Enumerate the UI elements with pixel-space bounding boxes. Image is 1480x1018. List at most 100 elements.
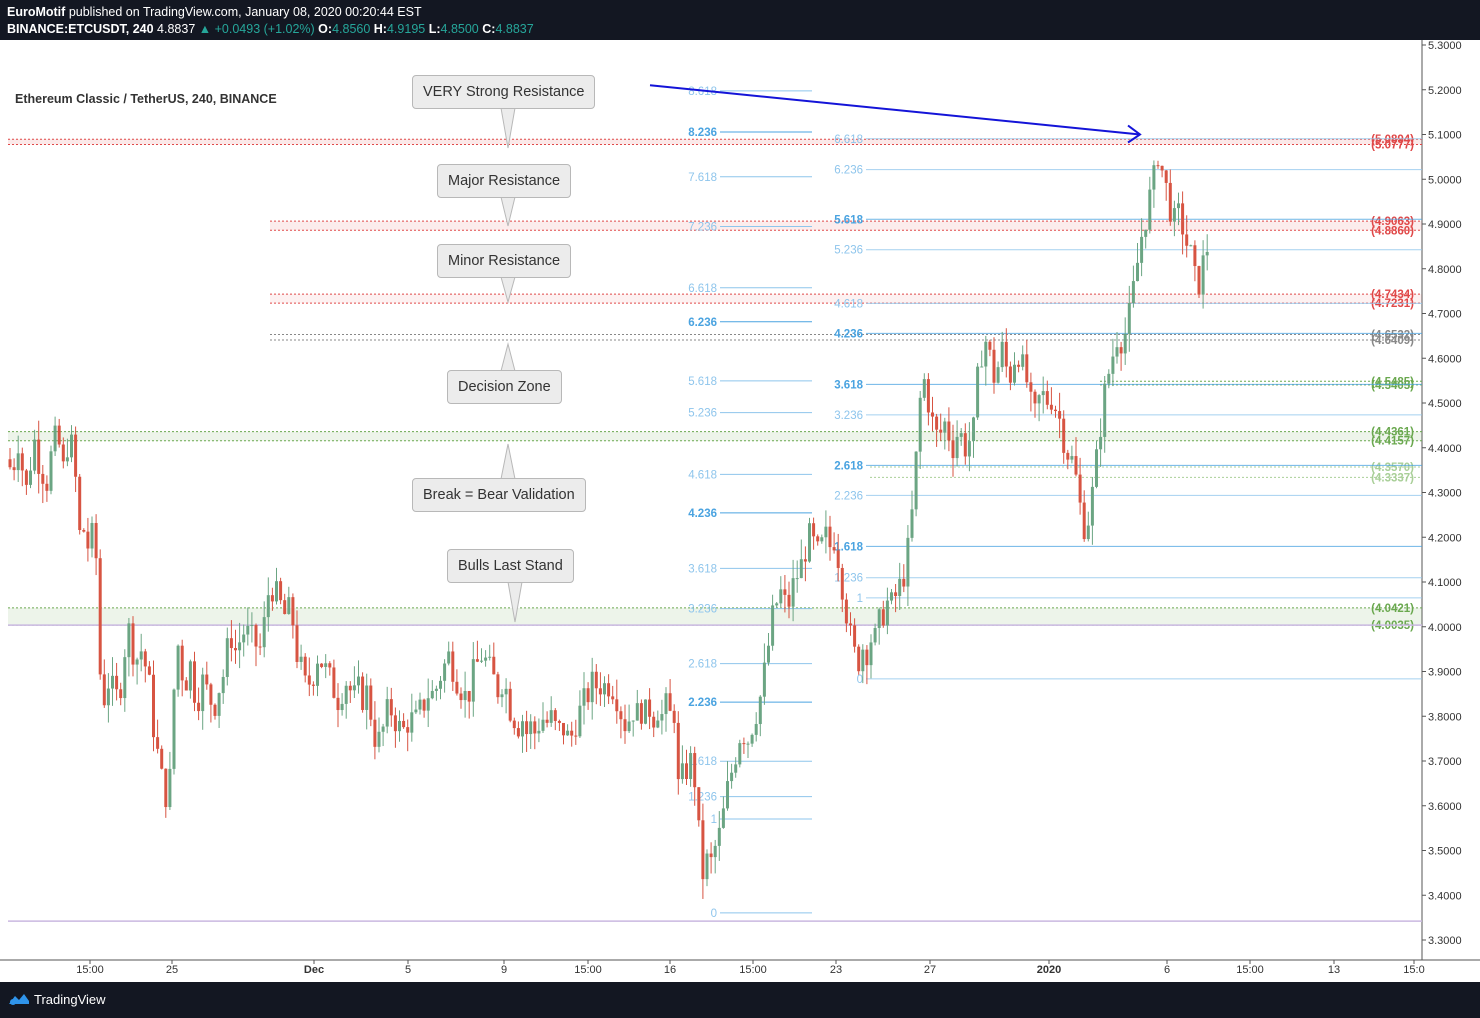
candle-body [37, 439, 41, 474]
candle-body [90, 522, 94, 549]
candle-body [1172, 208, 1176, 222]
price-tick-label: 3.8000 [1428, 711, 1462, 723]
price-tick-label: 3.7000 [1428, 756, 1462, 768]
candle-body [1004, 341, 1008, 367]
candle-body [57, 425, 61, 445]
candle-body [291, 597, 295, 626]
candle-body [529, 721, 533, 735]
candle-body [1152, 165, 1156, 190]
candle-body [582, 688, 586, 706]
candle-body [750, 734, 754, 744]
price-change: ▲ +0.0493 (+1.02%) [198, 22, 315, 36]
candle-body [393, 715, 397, 732]
candle-body [697, 787, 701, 821]
fib-left-label: 1.236 [688, 792, 717, 804]
price-tick-label: 4.7000 [1428, 309, 1462, 321]
high-label: H: [373, 22, 387, 36]
candle-body [311, 684, 315, 686]
fib-left-label: 1 [711, 814, 717, 826]
candle-body [877, 609, 881, 629]
candle-body [603, 683, 606, 695]
candle-body [676, 722, 680, 780]
fib-right-label: 4.618 [834, 298, 863, 310]
candle-body [279, 581, 283, 601]
candle-body [160, 748, 164, 769]
candle-body [1049, 404, 1053, 410]
candle-body [984, 341, 988, 367]
candle-body [521, 721, 524, 737]
candle-body [627, 721, 631, 732]
candle-body [1033, 391, 1037, 404]
candle-body [332, 667, 336, 698]
callout-bulls-last-stand[interactable]: Bulls Last Stand [447, 549, 574, 583]
publisher-name[interactable]: EuroMotif [7, 5, 66, 19]
candle-body [803, 559, 807, 562]
callout-decision-zone[interactable]: Decision Zone [447, 370, 562, 404]
price-chart[interactable]: (5.0894)(5.0777)(4.9063)(4.8860)(4.7434)… [0, 40, 1480, 982]
candle-body [111, 675, 114, 689]
level-label: (4.7231) [1371, 298, 1414, 310]
candle-body [996, 367, 1000, 383]
candle-body [906, 537, 910, 587]
tradingview-brand[interactable]: TradingView [34, 992, 106, 1007]
candle-body [61, 444, 65, 462]
fib-right-label: 4.236 [834, 328, 863, 340]
chart-area[interactable]: (5.0894) (5.0777) (4.9063) (4.8860) (4.7434)… [0, 40, 1480, 982]
symbol-legend[interactable]: Ethereum Classic / TetherUS, 240, BINANC… [15, 92, 277, 106]
candle-body [348, 685, 352, 691]
fib-left-label: 0 [711, 908, 717, 920]
candle-body [611, 696, 615, 700]
callout-major-resistance[interactable]: Major Resistance [437, 164, 572, 198]
candle-body [439, 680, 442, 689]
price-tick-label: 4.1000 [1428, 577, 1462, 589]
candle-body [914, 451, 918, 510]
candle-body [890, 592, 893, 601]
candle-body [1070, 456, 1074, 460]
candle-body [176, 645, 180, 690]
callout-minor-resistance[interactable]: Minor Resistance [437, 244, 572, 278]
candle-body [254, 625, 258, 647]
fib-right-label: 6.618 [834, 134, 863, 146]
candle-body [664, 693, 668, 715]
candle-body [1144, 229, 1148, 237]
candle-body [131, 623, 135, 665]
callout-break-bear-validation[interactable]: Break = Bear Validation [412, 478, 586, 512]
candle-body [213, 704, 217, 716]
candle-body [545, 719, 549, 723]
candle-body [492, 656, 496, 675]
price-tick-label: 4.0000 [1428, 622, 1462, 634]
time-tick-label: 15:00 [574, 964, 602, 976]
candle-body [1041, 391, 1045, 396]
time-tick-label: 15:00 [739, 964, 767, 976]
candle-body [598, 688, 602, 695]
candle-body [730, 772, 734, 782]
candle-body [525, 721, 529, 735]
candle-body [1086, 525, 1090, 540]
candle-body [78, 476, 82, 531]
level-label: (4.6532) [1371, 329, 1414, 341]
time-tick-label: 15:00 [76, 964, 104, 976]
fib-right-label: 1.618 [834, 541, 863, 553]
candle-body [738, 743, 742, 765]
candle-body [369, 685, 373, 720]
candle-body [881, 609, 885, 626]
time-tick-label: 6 [1164, 964, 1170, 976]
candle-body [709, 853, 713, 858]
candle-body [307, 675, 311, 685]
callout-very-strong-resistance[interactable]: VERY Strong Resistance [412, 75, 596, 109]
candle-body [303, 656, 307, 676]
time-tick-label: 5 [405, 964, 411, 976]
level-label: (4.5405) [1371, 380, 1414, 392]
candle-body [377, 731, 381, 747]
tradingview-logo-icon[interactable] [7, 991, 31, 1007]
candle-body [1078, 474, 1082, 503]
candle-body [328, 663, 332, 668]
candle-body [705, 853, 709, 880]
level-label: (5.0894) [1371, 134, 1414, 146]
candle-body [320, 663, 324, 667]
candle-body [406, 727, 410, 733]
candle-body [426, 698, 430, 711]
candle-body [1136, 262, 1139, 282]
candle-body [783, 589, 787, 595]
candle-body [754, 724, 758, 735]
